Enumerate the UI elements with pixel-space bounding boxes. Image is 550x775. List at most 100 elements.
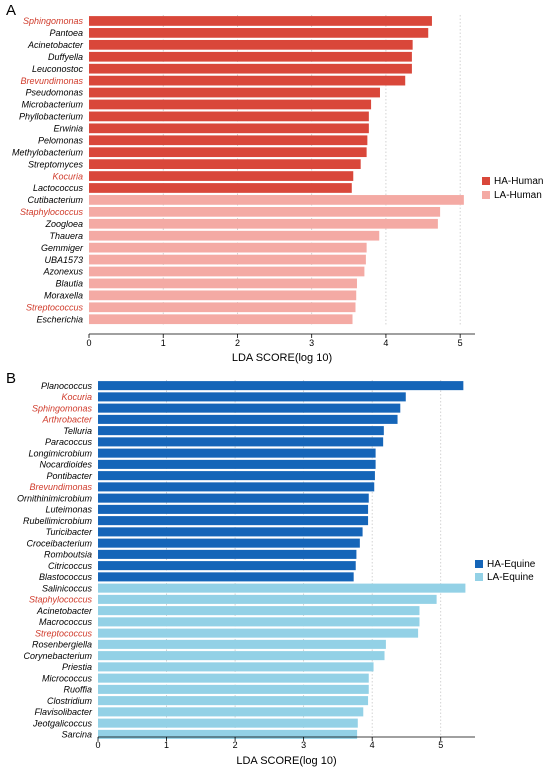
category-label: Zoogloea [44, 219, 83, 229]
category-label: Macrococcus [39, 617, 93, 627]
bar [98, 381, 464, 391]
category-label: Arthrobacter [41, 415, 93, 425]
category-label: Flavisolibacter [34, 707, 93, 717]
category-label: Turicibacter [46, 527, 93, 537]
bar [98, 639, 386, 649]
bar [98, 482, 375, 492]
bar [98, 707, 364, 717]
category-label: Thauera [49, 231, 83, 241]
category-label: Priestia [62, 662, 92, 672]
category-label: Micrococcus [42, 673, 93, 683]
category-label: Corynebacterium [23, 651, 92, 661]
bar [89, 302, 356, 313]
bar [98, 549, 357, 559]
x-axis-title: LDA SCORE(log 10) [232, 352, 332, 364]
bar [89, 16, 432, 26]
category-label: Staphylococcus [29, 595, 93, 605]
category-label: Kocuria [61, 392, 92, 402]
category-label: Escherichia [36, 314, 83, 324]
category-label: Leuconostoc [32, 64, 84, 74]
bar [98, 729, 358, 739]
bar [89, 63, 412, 74]
category-label: Azonexus [42, 267, 83, 277]
bar [98, 437, 384, 447]
bar [98, 696, 369, 706]
category-label: Cutibacterium [27, 195, 83, 205]
category-label: Methylobacterium [12, 147, 84, 157]
category-label: UBA1573 [44, 255, 83, 265]
category-label: Erwinia [53, 124, 83, 134]
legend-swatch [482, 191, 490, 199]
bar [98, 471, 375, 481]
bar [98, 538, 360, 548]
bar [89, 111, 369, 122]
x-tick-label: 1 [164, 740, 169, 750]
x-tick-label: 2 [235, 338, 240, 348]
category-label: Streptococcus [35, 628, 93, 638]
category-label: Staphylococcus [20, 207, 84, 217]
bar [98, 561, 356, 571]
category-label: Lactococcus [33, 183, 84, 193]
bar [98, 493, 369, 503]
bar [89, 123, 369, 134]
category-label: Brevundimonas [29, 482, 92, 492]
legend-swatch [475, 560, 483, 568]
legend-swatch [475, 573, 483, 581]
bar [98, 403, 401, 413]
category-label: Sarcina [61, 730, 92, 740]
category-label: Kocuria [52, 171, 83, 181]
bar [89, 28, 429, 38]
bar [89, 39, 413, 50]
bar [98, 628, 419, 638]
bar [98, 516, 369, 526]
x-tick-label: 4 [383, 338, 388, 348]
bar [98, 426, 384, 436]
x-tick-label: 4 [370, 740, 375, 750]
x-tick-label: 0 [86, 338, 91, 348]
category-label: Ruoffia [63, 685, 92, 695]
bar [98, 414, 398, 424]
category-label: Pantoea [49, 28, 83, 38]
bar [98, 606, 420, 616]
legend-entry: HA-Equine [487, 559, 536, 570]
x-tick-label: 2 [233, 740, 238, 750]
bar [89, 314, 353, 325]
bar [98, 673, 369, 683]
category-label: Pontibacter [46, 471, 93, 481]
bar [89, 242, 367, 253]
bar [98, 651, 385, 661]
bar [89, 51, 412, 62]
bar [98, 684, 369, 694]
bar [89, 206, 441, 217]
bar [89, 171, 354, 181]
category-label: Planococcus [41, 381, 93, 391]
category-label: Longimicrobium [28, 448, 92, 458]
bar [89, 75, 406, 86]
category-label: Pseudomonas [25, 88, 83, 98]
bar [98, 572, 354, 582]
category-label: Blautia [55, 279, 83, 289]
bar [89, 147, 367, 158]
category-label: Clostridium [47, 696, 93, 706]
category-label: Citricoccus [48, 561, 93, 571]
category-label: Streptomyces [28, 159, 84, 169]
category-label: Brevundimonas [20, 76, 83, 86]
category-label: Luteimonas [45, 505, 92, 515]
bar [98, 392, 406, 402]
bar [89, 218, 438, 229]
category-label: Duffyella [48, 52, 83, 62]
bar [98, 459, 376, 469]
category-label: Telluria [63, 426, 92, 436]
bar [89, 99, 372, 110]
bar [89, 230, 380, 241]
category-label: Croceibacterium [26, 538, 92, 548]
x-tick-label: 3 [309, 338, 314, 348]
category-label: Gemmiger [41, 243, 84, 253]
bar [98, 718, 358, 728]
category-label: Salinicoccus [42, 583, 93, 593]
bar [98, 448, 376, 458]
bar [98, 583, 466, 593]
bar [98, 594, 437, 604]
category-label: Paracoccus [45, 437, 93, 447]
